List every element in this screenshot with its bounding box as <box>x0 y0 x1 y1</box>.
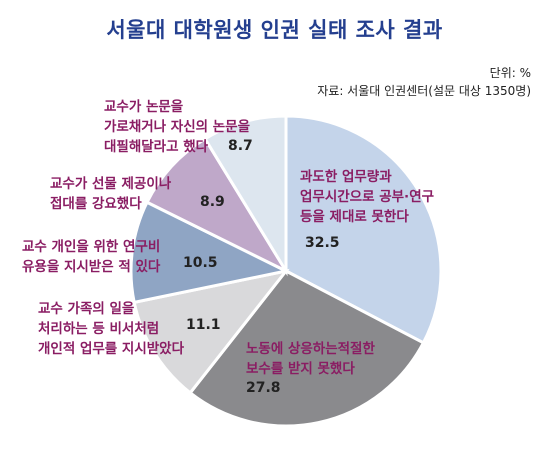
pie-slice-2 <box>188 269 426 428</box>
pie-slice-6 <box>203 114 288 277</box>
slice-label-line: 교수 가족의 일을 <box>38 301 135 317</box>
unit-note: 단위: % <box>489 66 531 80</box>
slice-label-line: 접대를 강요했다 <box>50 196 142 212</box>
slice-label-line: 유용을 지시받은 적 있다 <box>22 259 161 275</box>
slice-label-line: 가로채거나 자신의 논문을 <box>104 119 251 135</box>
pie-slice-1 <box>284 114 443 345</box>
slice-value-6: 8.7 <box>228 138 253 154</box>
slice-value-3: 11.1 <box>186 317 221 333</box>
slice-value-5: 8.9 <box>200 194 225 210</box>
slice-value-2: 27.8 <box>246 380 281 396</box>
pie-slice-3 <box>132 268 290 395</box>
slice-label-line: 노동에 상응하는적절한 <box>246 341 375 357</box>
slice-label-line: 업무시간으로 공부·연구 <box>300 189 435 205</box>
slice-label-line: 개인적 업무를 지시받았다 <box>38 341 185 357</box>
slice-label-line: 교수가 선물 제공이나 <box>50 176 172 192</box>
slice-label-line: 교수 개인을 위한 연구비 <box>22 239 161 255</box>
slice-label-line: 교수가 논문을 <box>104 99 184 115</box>
source-note: 자료: 서울대 인권센터(설문 대상 1350명) <box>317 84 531 98</box>
pie-slice-5 <box>145 136 290 275</box>
slice-value-4: 10.5 <box>183 255 218 271</box>
slice-value-1: 32.5 <box>305 235 340 251</box>
slice-label-line: 등을 제대로 못한다 <box>300 209 409 225</box>
pie-slice-4 <box>129 200 291 305</box>
slice-label-line: 과도한 업무량과 <box>300 169 392 185</box>
slice-label-line: 대필해달라고 했다 <box>104 139 209 155</box>
chart-title: 서울대 대학원생 인권 실태 조사 결과 <box>106 18 443 42</box>
slice-label-line: 보수를 받지 못했다 <box>246 361 355 377</box>
slice-label-line: 처리하는 등 비서처럼 <box>38 321 160 337</box>
